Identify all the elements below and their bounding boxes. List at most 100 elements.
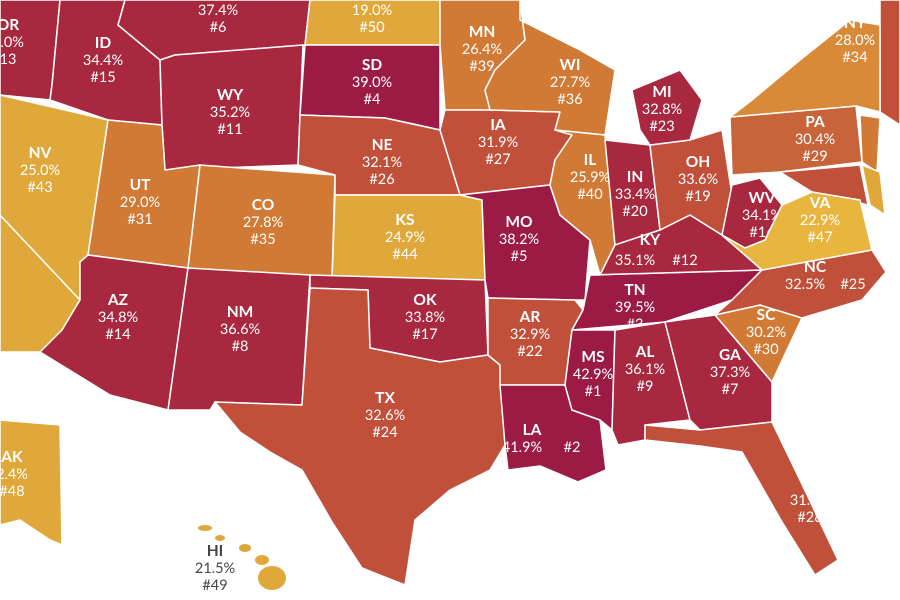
state-rank: #5 [511, 248, 528, 265]
state-rank: #7 [722, 381, 739, 398]
state-percent: 38.2% [499, 231, 539, 248]
state-abbr: HI [207, 542, 224, 560]
state-rank: #24 [372, 424, 397, 441]
state-rank: #2 [564, 439, 581, 456]
state-rank: #43 [27, 179, 52, 196]
state-rank: #35 [250, 231, 275, 248]
state-percent: 34.4% [83, 52, 123, 69]
state-abbr: NY [844, 14, 867, 32]
state: MT37.4%#6 [117, 0, 311, 61]
state-rank: #1 [585, 383, 602, 400]
state-abbr: CO [252, 196, 275, 214]
state-percent: 32.5% [785, 276, 825, 293]
state-percent: 30.2% [746, 324, 786, 341]
state-rank: #17 [412, 326, 437, 343]
state-rank: #25 [840, 276, 865, 293]
state-abbr: WI [560, 56, 581, 74]
state-abbr: SD [362, 56, 383, 74]
state-rank: #26 [369, 171, 394, 188]
state-percent: 37.3% [710, 364, 750, 381]
island [255, 555, 269, 565]
state-rank: #12 [672, 252, 697, 269]
state-abbr: AK [0, 448, 23, 466]
state: AK2.4%#48 [0, 419, 63, 546]
state-rank: #22 [517, 343, 542, 360]
state: OR0.0%13 [0, 0, 61, 101]
state-percent: 0.0% [0, 34, 24, 51]
state-percent: 19.0% [352, 2, 392, 19]
state-abbr: PA [805, 113, 825, 131]
state-rank: #34 [842, 49, 867, 66]
state-shape [879, 0, 900, 126]
state-rank: #44 [392, 246, 417, 263]
state-percent: 24.9% [385, 229, 425, 246]
state-rank: #50 [359, 19, 384, 36]
state-abbr: FL [802, 474, 819, 492]
state-rank: #40 [577, 186, 602, 203]
state-rank: #29 [802, 148, 827, 165]
state-shape [644, 421, 839, 576]
state-percent: 35.1% [615, 252, 655, 269]
state-percent: 35.2% [210, 104, 250, 121]
state-rank: #49 [202, 577, 227, 594]
state-percent: 33.4% [615, 186, 655, 203]
state-abbr: MT [206, 0, 231, 2]
state-rank: #30 [753, 341, 778, 358]
state-abbr: KS [395, 211, 414, 229]
state-abbr: TN [624, 281, 645, 299]
state-percent: 29.0% [120, 194, 160, 211]
state-abbr: IA [490, 116, 506, 134]
state-percent: 31.5% [790, 492, 830, 509]
state-percent: 30.4% [795, 131, 835, 148]
state-rank: #9 [637, 378, 654, 395]
state-percent: 27.7% [550, 74, 590, 91]
state-percent: 2.4% [0, 466, 28, 483]
state-shape [0, 419, 63, 546]
state-shape [631, 69, 703, 146]
state-abbr: KY [640, 231, 662, 249]
state-abbr: MI [652, 83, 671, 101]
state-percent: 34.8% [98, 309, 138, 326]
state-percent: 36.1% [625, 361, 665, 378]
island [258, 566, 286, 590]
state-abbr: SC [757, 306, 777, 324]
state-abbr: MO [505, 213, 532, 231]
state-abbr: MS [581, 348, 604, 366]
state-rank: 13 [0, 51, 16, 68]
state-rank: #19 [685, 188, 710, 205]
state-abbr: UT [130, 176, 152, 194]
state-abbr: LA [523, 421, 542, 439]
state-rank: #11 [217, 121, 242, 138]
state-rank: #4 [364, 91, 381, 108]
state-shape [779, 164, 869, 206]
state-percent: 36.6% [220, 321, 260, 338]
island [198, 525, 212, 531]
state-percent: 39.5% [615, 299, 655, 316]
state-rank: #28 [797, 509, 822, 526]
state-abbr: NC [804, 258, 827, 276]
state-abbr: NM [227, 303, 254, 321]
state: ND19.0%#50 [304, 0, 441, 46]
state-percent: 22.9% [800, 212, 840, 229]
state-percent: 34.1% [742, 207, 782, 224]
state-abbr: GA [719, 346, 741, 364]
state-percent: 26.4% [462, 41, 502, 58]
state-percent: 31.9% [478, 134, 518, 151]
state-abbr: MN [469, 23, 496, 41]
state-shape [861, 164, 886, 216]
